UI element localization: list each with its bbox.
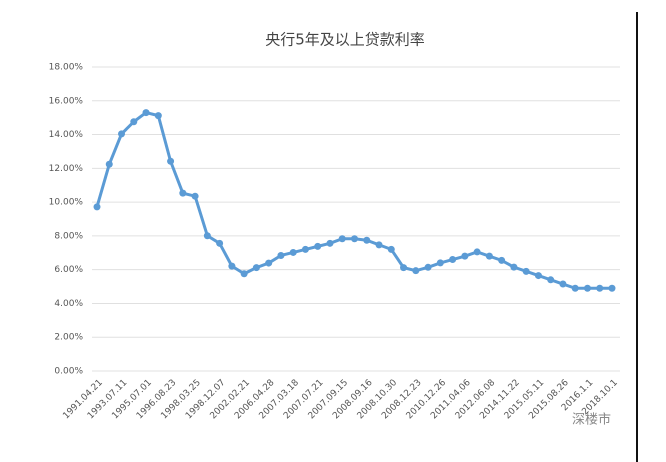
y-tick-label: 8.00%	[54, 231, 83, 241]
point	[559, 280, 567, 288]
point	[314, 242, 322, 250]
point	[326, 239, 334, 247]
point	[375, 241, 383, 249]
point	[142, 109, 150, 117]
point	[571, 284, 579, 292]
point	[596, 284, 604, 292]
point	[154, 112, 162, 120]
point	[498, 256, 506, 264]
point	[351, 235, 358, 243]
point	[289, 248, 297, 256]
y-tick-label: 12.00%	[49, 164, 84, 174]
point	[191, 192, 199, 200]
point	[510, 263, 518, 271]
point	[583, 284, 591, 292]
point	[412, 267, 420, 275]
point	[252, 264, 260, 272]
point	[485, 252, 493, 260]
point	[461, 252, 469, 260]
y-tick-label: 6.00%	[54, 265, 83, 275]
y-tick-label: 2.00%	[54, 333, 83, 343]
y-tick-label: 4.00%	[54, 299, 83, 309]
point	[167, 157, 175, 165]
point	[203, 232, 211, 240]
point	[424, 263, 432, 271]
point	[216, 239, 224, 247]
y-tick-label: 14.00%	[49, 130, 84, 140]
point	[400, 264, 408, 272]
point	[118, 130, 126, 138]
point	[473, 248, 481, 256]
point	[436, 259, 444, 267]
chart-title: 央行5年及以上贷款利率	[265, 31, 425, 49]
point	[363, 236, 371, 244]
point	[534, 272, 542, 280]
y-tick-label: 10.00%	[49, 198, 84, 208]
y-tick-label: 0.00%	[54, 367, 83, 377]
point	[240, 270, 248, 278]
point	[105, 160, 113, 168]
point	[130, 118, 138, 126]
point	[93, 203, 101, 211]
y-tick-label: 16.00%	[49, 96, 84, 106]
point	[277, 251, 285, 259]
point	[179, 189, 187, 197]
point	[387, 245, 395, 253]
point	[265, 259, 273, 267]
y-tick-label: 18.00%	[49, 63, 84, 73]
point	[338, 235, 346, 243]
point	[449, 256, 457, 264]
point	[522, 267, 530, 275]
watermark: 深楼市	[572, 412, 611, 428]
point	[547, 276, 555, 284]
point	[608, 284, 616, 292]
point	[228, 262, 236, 270]
point	[301, 245, 309, 253]
